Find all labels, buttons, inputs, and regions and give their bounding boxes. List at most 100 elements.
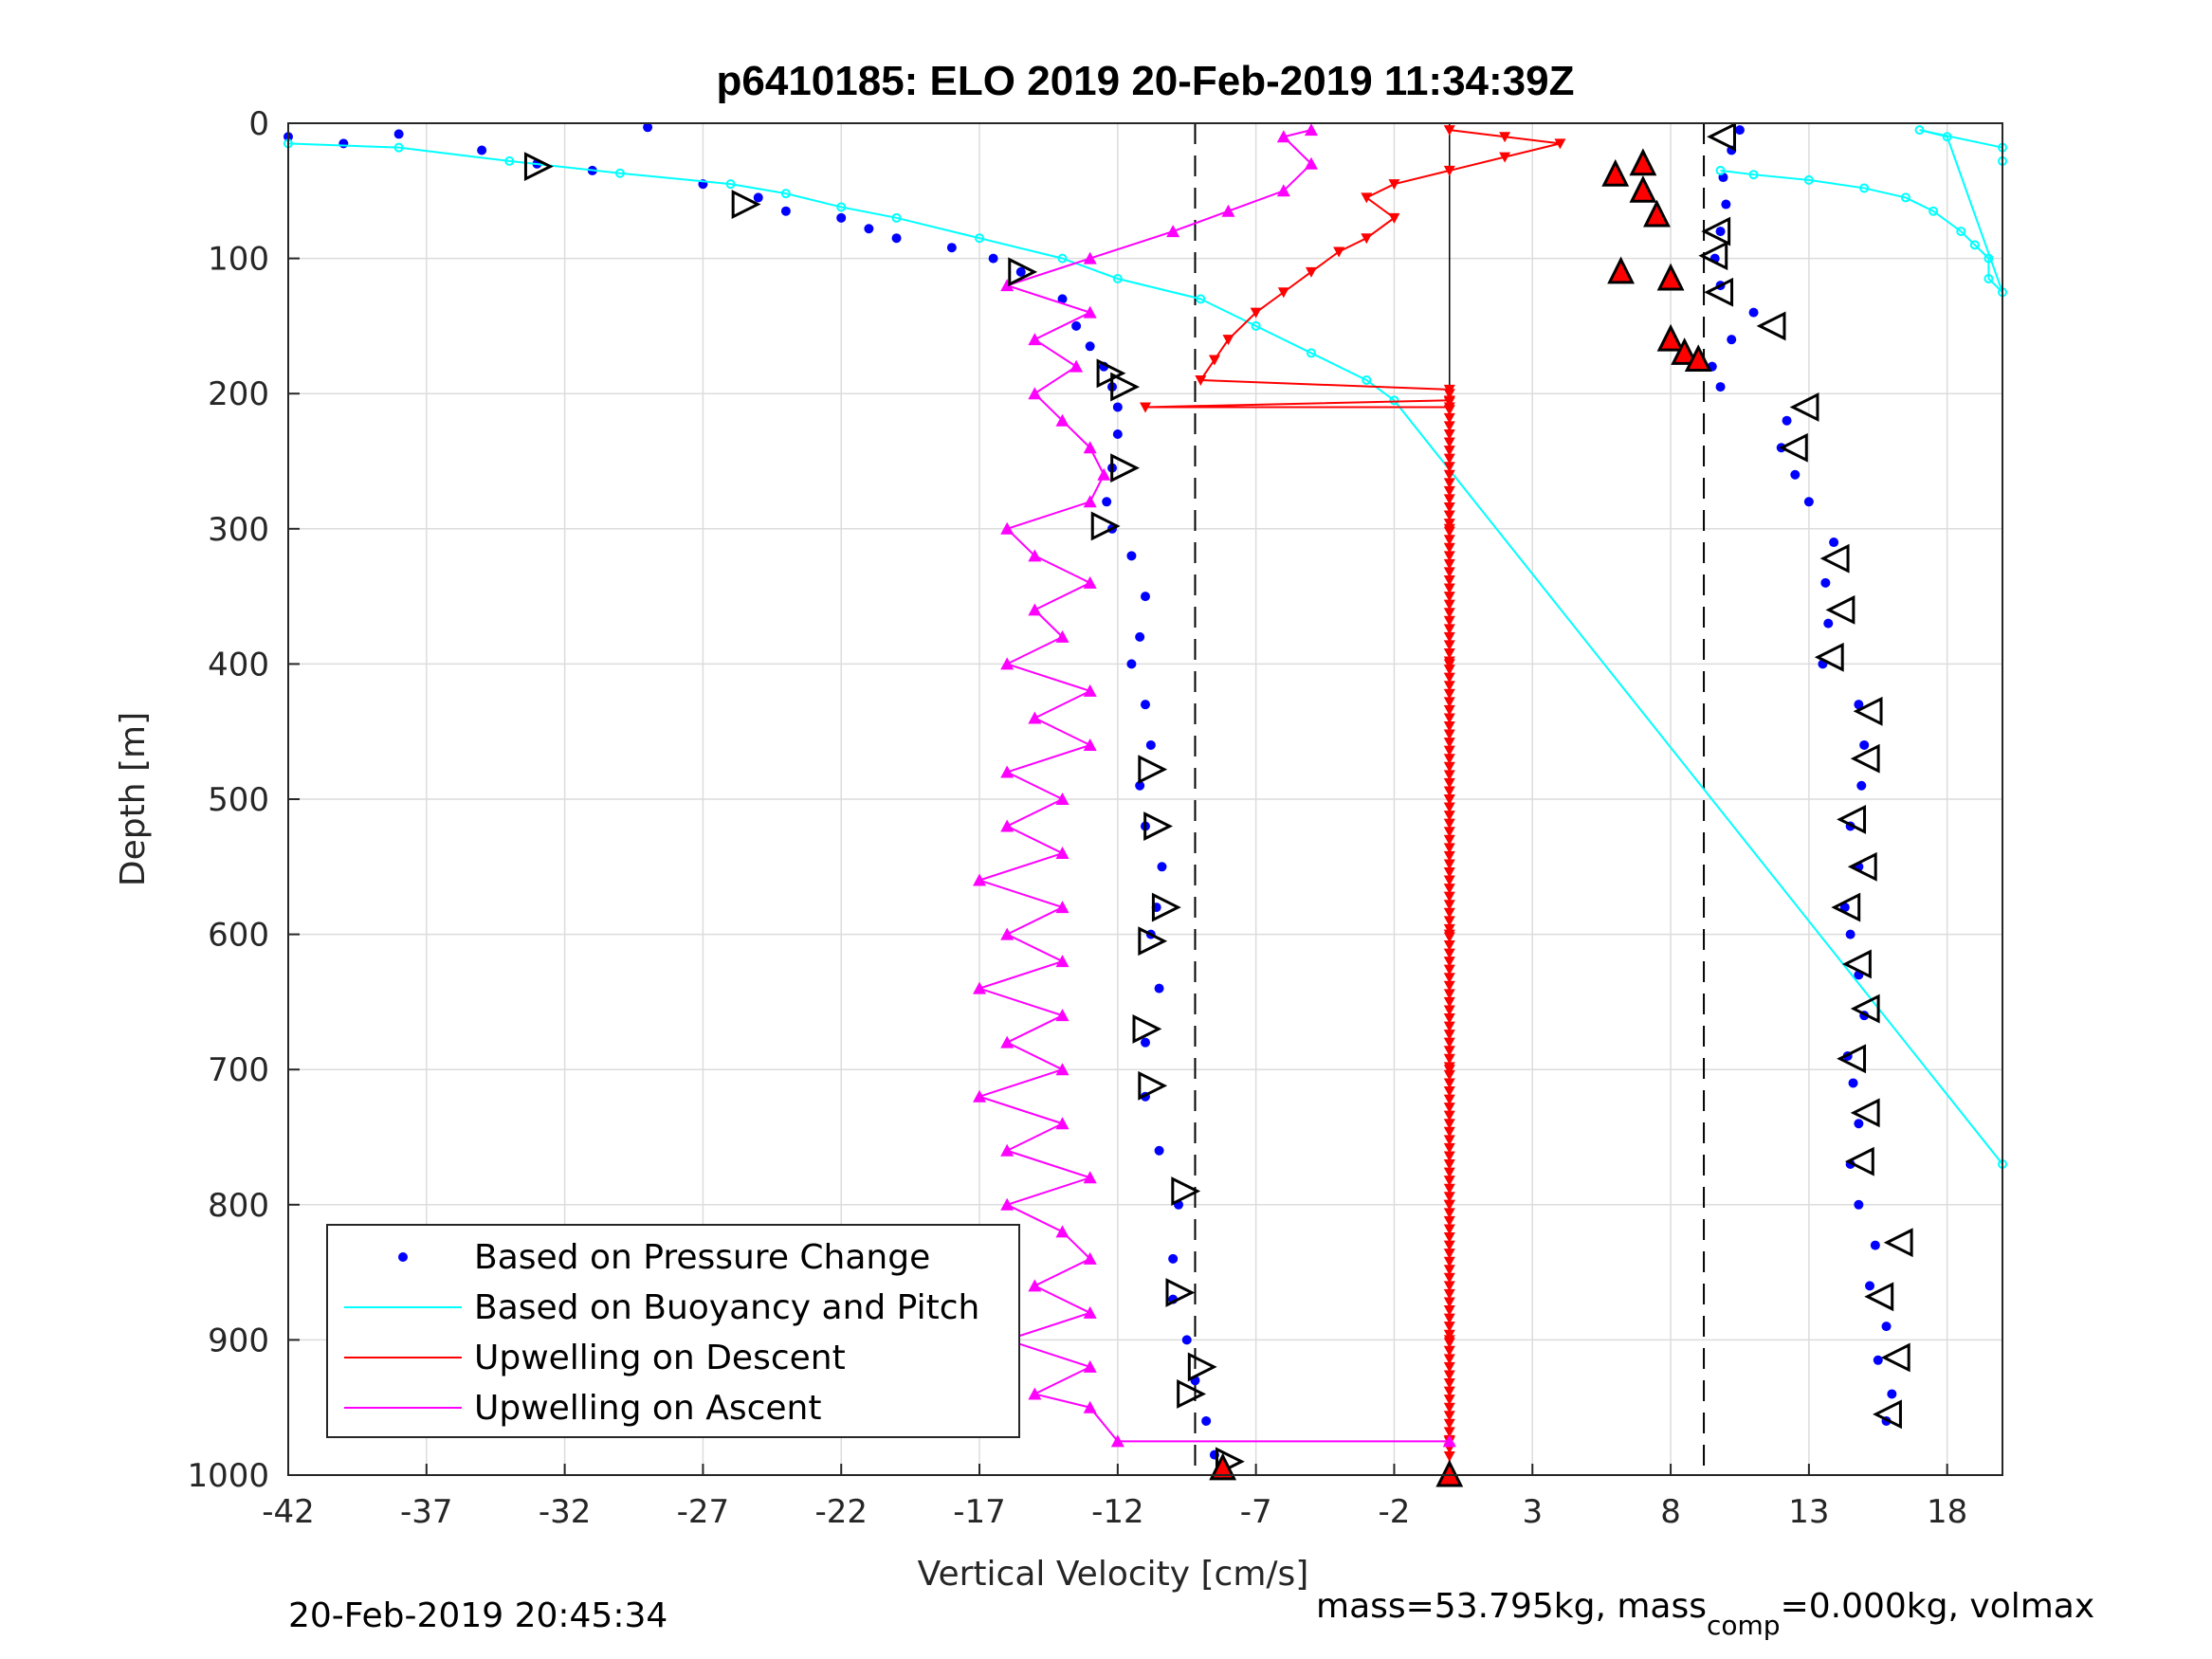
upwelling-ascent-point xyxy=(1083,575,1097,589)
upwelling-descent-point xyxy=(1443,453,1455,465)
upwelling-ascent-point xyxy=(973,873,987,886)
upwelling-descent-point xyxy=(1222,335,1234,346)
upwelling-ascent-point xyxy=(1055,1117,1069,1130)
upwelling-ascent-point xyxy=(1083,441,1097,454)
upwelling-ascent-point xyxy=(1083,684,1097,697)
upwelling-ascent-point xyxy=(1055,847,1069,860)
buoyancy-pitch-line xyxy=(287,142,2003,1165)
upwelling-descent-point xyxy=(1499,152,1511,163)
upwelling-descent-point xyxy=(1443,1103,1455,1114)
pressure-change-point xyxy=(338,138,349,149)
upwelling-ascent-point xyxy=(1028,333,1042,346)
upwelling-descent-point xyxy=(1443,1046,1455,1057)
buoyancy-pitch-point xyxy=(1983,273,1994,283)
buoyancy-pitch-point xyxy=(1803,174,1814,185)
upwelling-ascent-line xyxy=(976,129,1450,1443)
upwelling-ascent-point xyxy=(1055,1009,1069,1022)
upwelling-descent-point xyxy=(1443,437,1455,448)
pressure-change-point xyxy=(1887,1389,1897,1399)
upwelling-descent-point xyxy=(1443,1256,1455,1267)
buoyancy-pitch-point xyxy=(836,202,847,212)
upwelling-descent-point xyxy=(1443,1361,1455,1373)
upwelling-ascent-point xyxy=(1028,603,1042,616)
upwelling-descent-point xyxy=(1443,704,1455,716)
upwelling-descent-point xyxy=(1443,1110,1455,1121)
x-axis-label: Vertical Velocity [cm/s] xyxy=(918,1555,1309,1594)
upwelling-ascent-point xyxy=(1000,1035,1015,1048)
pressure-change-point xyxy=(1126,659,1137,669)
upwelling-ascent-point xyxy=(1028,387,1042,400)
upwelling-descent-point xyxy=(1443,884,1455,895)
pressure-change-point xyxy=(753,192,763,203)
buoyancy-pitch-point xyxy=(725,179,736,190)
upwelling-descent-point xyxy=(1443,1078,1455,1089)
upwelling-descent-point xyxy=(1443,1354,1455,1365)
upwelling-ascent-point xyxy=(973,1089,987,1103)
pressure-change-point xyxy=(1854,700,1864,710)
x-tick-label: 3 xyxy=(1522,1493,1543,1531)
upwelling-descent-point xyxy=(1443,583,1455,594)
upwelling-descent-point xyxy=(1443,948,1455,959)
upwelling-ascent-point xyxy=(1083,1359,1097,1373)
upwelling-descent-point xyxy=(1361,192,1373,204)
pressure-change-point xyxy=(1135,631,1145,642)
upwelling-descent-point xyxy=(1443,754,1455,765)
descent-triangle-marker xyxy=(1143,811,1174,841)
upwelling-ascent-point xyxy=(1055,413,1069,427)
upwelling-descent-point xyxy=(1443,615,1455,627)
pressure-change-point xyxy=(1782,415,1792,426)
x-tick-label: -37 xyxy=(400,1493,453,1531)
upwelling-descent-point xyxy=(1443,729,1455,740)
upwelling-ascent-point xyxy=(1221,204,1235,217)
upwelling-descent-point xyxy=(1443,165,1455,176)
pressure-change-point xyxy=(1865,1281,1875,1291)
pressure-change-point xyxy=(1873,1355,1883,1365)
upwelling-descent-point xyxy=(1443,738,1455,749)
tick-labels: -42 -37 -32 -27 -22 -17 -12 -7 -2 3 8 13 18 0 100 200 30… xyxy=(187,105,1967,1531)
descent-triangle-marker xyxy=(1138,755,1168,785)
upwelling-descent-point xyxy=(1443,1329,1455,1340)
upwelling-descent-point xyxy=(1443,1418,1455,1430)
descent-triangle-marker xyxy=(1138,1070,1168,1101)
pressure-change-point xyxy=(1126,551,1137,561)
upwelling-ascent-point xyxy=(1028,711,1042,724)
upwelling-descent-point xyxy=(1443,396,1455,408)
ascent-triangle-marker xyxy=(1698,241,1728,271)
ascent-triangle-marker xyxy=(1831,892,1861,922)
buoyancy-pitch-point xyxy=(1251,320,1261,331)
x-tick-label: -27 xyxy=(677,1493,730,1531)
ascent-triangle-marker xyxy=(1814,642,1844,672)
buoyancy-pitch-point xyxy=(1914,125,1925,136)
descent-triangle-marker xyxy=(1177,1379,1207,1409)
upwelling-descent-point xyxy=(1443,720,1455,732)
upwelling-descent-point xyxy=(1443,1013,1455,1025)
upwelling-descent-point xyxy=(1443,1281,1455,1292)
upwelling-descent-point xyxy=(1443,786,1455,797)
upwelling-descent-point xyxy=(1443,1094,1455,1105)
ascent-triangle-marker xyxy=(1847,851,1877,882)
pressure-change-point xyxy=(1854,1199,1864,1210)
upwelling-ascent-point xyxy=(1000,819,1015,832)
upwelling-descent-point xyxy=(1443,412,1455,424)
upwelling-descent-point xyxy=(1443,980,1455,992)
upwelling-descent-point xyxy=(1443,1199,1455,1211)
upwelling-ascent-point xyxy=(1083,1251,1097,1265)
mass-sub: comp xyxy=(1707,1610,1781,1641)
upwelling-descent-point xyxy=(1443,624,1455,635)
buoyancy-pitch-point xyxy=(1389,395,1399,406)
upwelling-descent-point xyxy=(1443,1142,1455,1154)
upwelling-descent-point xyxy=(1443,405,1455,416)
upwelling-descent-point xyxy=(1443,558,1455,570)
buoyancy-pitch-point xyxy=(1057,253,1068,264)
descent-triangle-marker xyxy=(1110,372,1141,402)
pressure-change-point xyxy=(1715,382,1726,392)
legend-box xyxy=(326,1224,1020,1438)
upwelling-descent-point xyxy=(1443,932,1455,943)
upwelling-descent-point xyxy=(1388,179,1400,191)
upwelling-descent-point xyxy=(1443,1176,1455,1187)
buoyancy-pitch-point xyxy=(1983,253,1994,264)
descent-triangle-marker xyxy=(1110,453,1141,483)
upwelling-descent-point xyxy=(1250,307,1262,319)
upwelling-ascent-point xyxy=(1276,130,1290,143)
